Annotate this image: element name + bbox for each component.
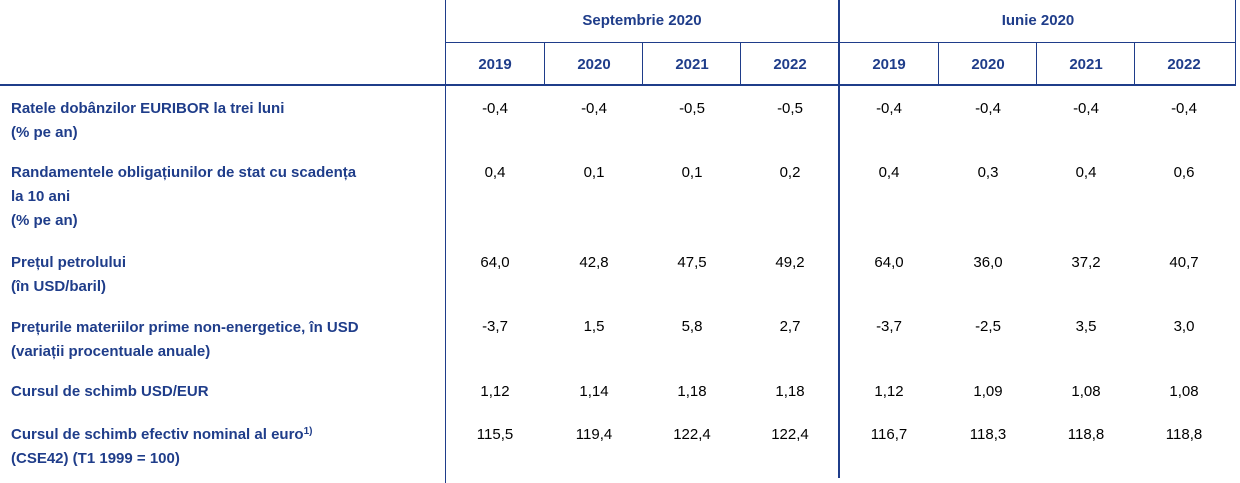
label-column-divider <box>445 0 446 483</box>
table-cell: 47,5 <box>677 254 707 271</box>
table-cell: 2,7 <box>779 318 801 335</box>
table-cell: 3,0 <box>1173 318 1195 335</box>
row-label-commodities: Prețurile materiilor prime non-energetic… <box>11 319 359 360</box>
year-divider <box>938 43 939 84</box>
table-cell: 42,8 <box>579 254 609 271</box>
table-cell: 115,5 <box>476 426 514 443</box>
table-cell: 0,6 <box>1173 164 1195 181</box>
table-cell: 1,12 <box>874 383 904 400</box>
footnote-marker: 1) <box>303 426 313 437</box>
table-cell: 1,09 <box>973 383 1003 400</box>
table-cell: 118,3 <box>969 426 1007 443</box>
table-cell: 118,8 <box>1165 426 1203 443</box>
table-cell: 36,0 <box>973 254 1003 271</box>
table-right-border <box>1235 0 1236 84</box>
table-cell: 40,7 <box>1169 254 1199 271</box>
year-header: 2019 <box>872 56 906 73</box>
year-divider <box>642 43 643 84</box>
year-header: 2022 <box>1167 56 1201 73</box>
table-cell: 49,2 <box>775 254 805 271</box>
table-cell: 119,4 <box>575 426 613 443</box>
table-cell: 1,12 <box>480 383 510 400</box>
year-header: 2019 <box>478 56 512 73</box>
table-cell: 5,8 <box>681 318 703 335</box>
row-label-euribor: Ratele dobânzilor EURIBOR la trei luni (%… <box>11 100 285 141</box>
table-cell: -0,4 <box>1073 100 1099 117</box>
group-title-september: Septembrie 2020 <box>582 12 702 29</box>
table-cell: 122,4 <box>771 426 809 443</box>
row-label-effective-rate: Cursul de schimb efectiv nominal al euro… <box>11 426 313 467</box>
table-cell: -2,5 <box>975 318 1001 335</box>
table-cell: -0,4 <box>876 100 902 117</box>
table-cell: 1,18 <box>677 383 707 400</box>
table-cell: -3,7 <box>876 318 902 335</box>
table-cell: -0,4 <box>1171 100 1197 117</box>
table-cell: 0,4 <box>484 164 506 181</box>
table-cell: 0,3 <box>977 164 999 181</box>
table-cell: -0,4 <box>581 100 607 117</box>
table-cell: 1,14 <box>579 383 609 400</box>
table-cell: 1,08 <box>1169 383 1199 400</box>
table-cell: 3,5 <box>1075 318 1097 335</box>
table-cell: 1,5 <box>583 318 605 335</box>
table-cell: -3,7 <box>482 318 508 335</box>
row-label-usd-eur: Cursul de schimb USD/EUR <box>11 383 209 400</box>
table-cell: 0,1 <box>681 164 703 181</box>
group-divider <box>838 0 840 478</box>
table-cell: 0,1 <box>583 164 605 181</box>
table-cell: 122,4 <box>673 426 711 443</box>
header-bottom-rule <box>0 84 1236 86</box>
year-divider <box>740 43 741 84</box>
year-header: 2020 <box>971 56 1005 73</box>
year-header: 2020 <box>577 56 611 73</box>
group-title-june: Iunie 2020 <box>1001 12 1075 29</box>
table-cell: 118,8 <box>1067 426 1105 443</box>
table-cell: 64,0 <box>874 254 904 271</box>
group-header-rule <box>446 42 1236 43</box>
year-header: 2021 <box>675 56 709 73</box>
table-cell: -0,5 <box>679 100 705 117</box>
year-divider <box>1036 43 1037 84</box>
year-divider <box>1134 43 1135 84</box>
table-cell: 37,2 <box>1071 254 1101 271</box>
year-divider <box>544 43 545 84</box>
table-cell: -0,4 <box>975 100 1001 117</box>
year-header: 2022 <box>773 56 807 73</box>
table-cell: -0,5 <box>777 100 803 117</box>
table-cell: 64,0 <box>480 254 510 271</box>
table-cell: -0,4 <box>482 100 508 117</box>
table-cell: 1,18 <box>775 383 805 400</box>
table-cell: 0,4 <box>1075 164 1097 181</box>
table-cell: 0,4 <box>878 164 900 181</box>
table-cell: 1,08 <box>1071 383 1101 400</box>
table-cell: 0,2 <box>779 164 801 181</box>
year-header: 2021 <box>1069 56 1103 73</box>
row-label-oil-price: Prețul petrolului (în USD/baril) <box>11 254 127 295</box>
table-cell: 116,7 <box>870 426 908 443</box>
row-label-bond-yields: Randamentele obligațiunilor de stat cu s… <box>11 164 357 229</box>
